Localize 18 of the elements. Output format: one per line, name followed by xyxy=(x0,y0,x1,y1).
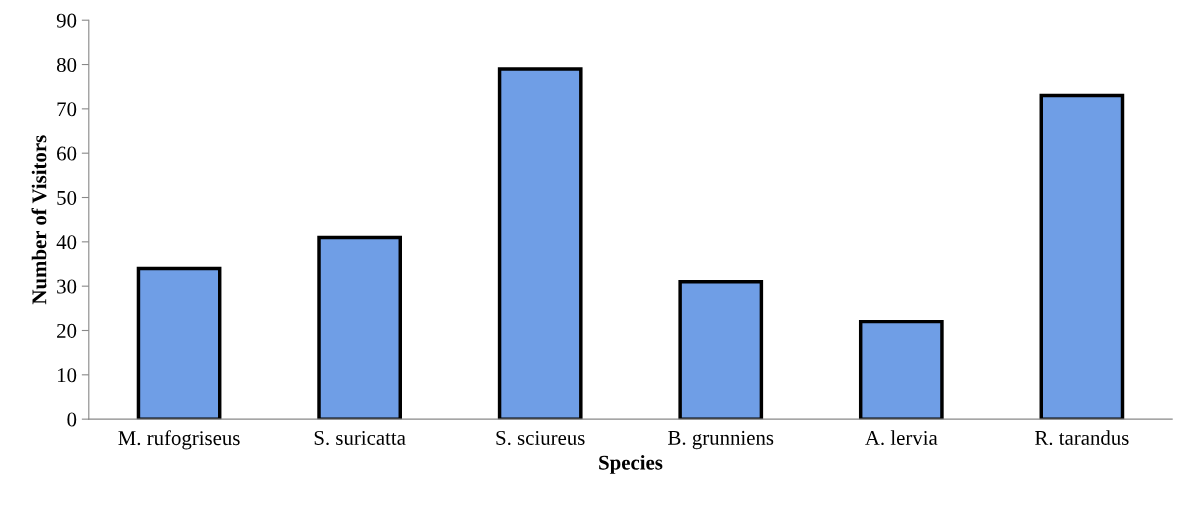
x-tick-label: S. suricatta xyxy=(314,430,406,446)
y-tick-label: 50 xyxy=(57,190,77,205)
x-tick-label: R. tarandus xyxy=(1035,430,1129,446)
y-axis-title: Number of Visitors xyxy=(31,135,47,305)
y-tick-label: 80 xyxy=(56,57,77,72)
y-tick-label: 30 xyxy=(57,279,77,294)
y-tick-label: 0 xyxy=(67,412,77,427)
y-tick-label: 10 xyxy=(57,368,77,383)
y-tick-label: 70 xyxy=(57,102,77,117)
x-tick-label: A. lervia xyxy=(865,430,938,446)
y-tick-label: 60 xyxy=(57,146,77,161)
y-tick-label: 20 xyxy=(57,323,77,338)
x-tick-label: S. sciureus xyxy=(496,430,585,446)
y-tick-label: 90 xyxy=(56,13,77,28)
y-tick-label: 40 xyxy=(56,235,77,250)
x-tick-label: M. rufogriseus xyxy=(118,430,240,450)
x-axis-title: Species xyxy=(599,454,663,474)
x-tick-label: B. grunniens xyxy=(668,430,774,450)
